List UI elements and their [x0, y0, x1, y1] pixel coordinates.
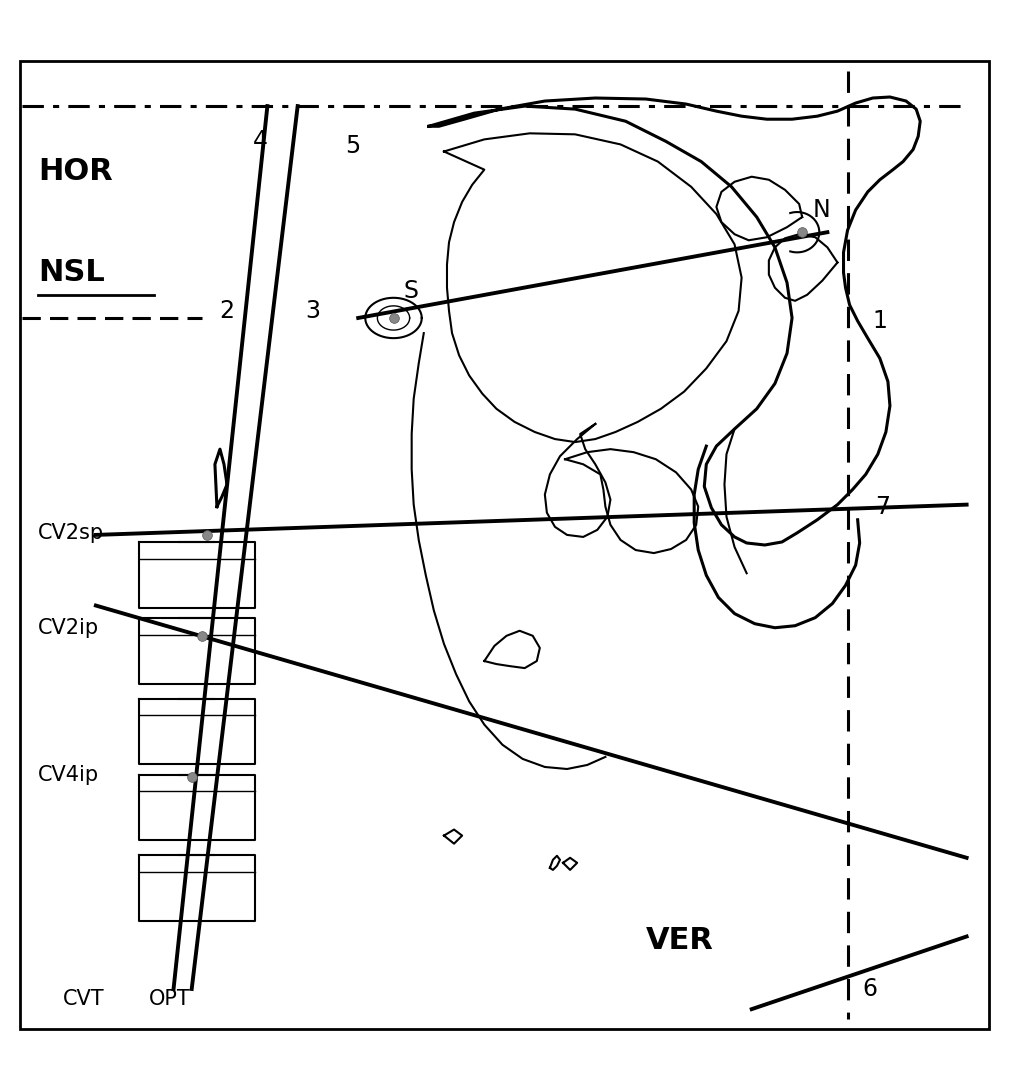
Text: S: S — [404, 279, 419, 303]
Text: CV2sp: CV2sp — [38, 523, 105, 543]
Text: 3: 3 — [306, 299, 320, 323]
Text: 6: 6 — [863, 977, 877, 1001]
Text: N: N — [812, 198, 830, 222]
Text: NSL: NSL — [38, 258, 105, 287]
Text: 7: 7 — [876, 495, 890, 519]
Text: OPT: OPT — [149, 989, 191, 1009]
Text: 4: 4 — [253, 130, 267, 154]
Text: CV4ip: CV4ip — [38, 765, 100, 785]
Text: 5: 5 — [345, 134, 361, 158]
Text: 1: 1 — [873, 308, 887, 334]
Text: CV2ip: CV2ip — [38, 618, 100, 638]
Text: HOR: HOR — [38, 157, 113, 186]
Text: VER: VER — [646, 926, 713, 955]
Text: CVT: CVT — [63, 989, 104, 1009]
Text: 2: 2 — [220, 299, 234, 323]
